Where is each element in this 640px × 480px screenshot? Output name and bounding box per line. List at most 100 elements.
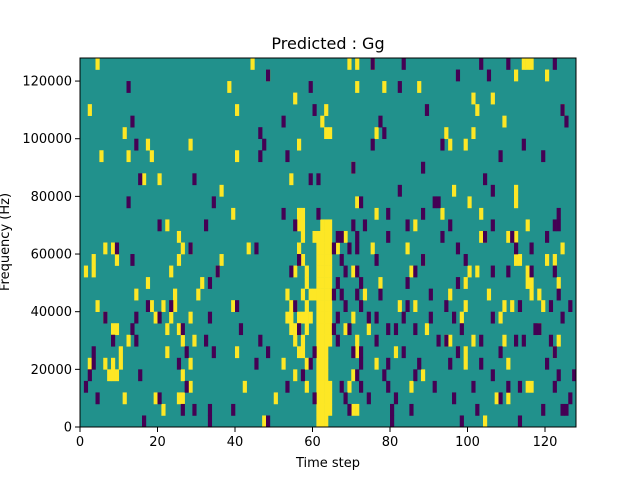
heatmap-cell-low xyxy=(506,380,511,393)
x-tick-label: 40 xyxy=(227,435,244,450)
heatmap-cell-low xyxy=(490,184,495,197)
heatmap-cell-low xyxy=(436,334,441,347)
heatmap-cell-high xyxy=(235,346,240,359)
y-tick-label: 120000 xyxy=(22,75,72,90)
heatmap-cell-low xyxy=(130,323,135,336)
heatmap-cell-high xyxy=(149,300,154,312)
heatmap-cell-high xyxy=(242,380,247,393)
heatmap-cell-low xyxy=(455,242,461,255)
heatmap-cell-low xyxy=(176,357,182,370)
heatmap-cell-low xyxy=(401,58,406,70)
heatmap-cell-low xyxy=(258,334,263,347)
heatmap-cell-low xyxy=(556,288,561,301)
heatmap-cell-high xyxy=(200,277,205,289)
heatmap-cell-high xyxy=(417,81,422,93)
heatmap-cell-high xyxy=(506,392,511,405)
heatmap-cell-high xyxy=(343,230,348,243)
heatmap-cell-high xyxy=(545,254,550,266)
heatmap-cell-low xyxy=(568,300,573,312)
heatmap-cell-high xyxy=(529,58,534,70)
heatmap-cell-high xyxy=(324,288,329,301)
heatmap-cell-high xyxy=(114,254,120,266)
heatmap-cell-high xyxy=(196,288,201,301)
heatmap-cell-high xyxy=(165,346,170,359)
heatmap-cell-low xyxy=(254,357,259,370)
heatmap-cell-low xyxy=(351,219,356,232)
heatmap-cell-high xyxy=(91,265,96,278)
heatmap-cell-low xyxy=(235,300,240,312)
heatmap-cell-high xyxy=(142,173,147,186)
heatmap-cell-high xyxy=(300,288,306,301)
heatmap-cell-high xyxy=(467,196,472,209)
heatmap-cell-high xyxy=(165,323,170,336)
heatmap-cell-high xyxy=(424,323,430,336)
heatmap-cell-high xyxy=(413,300,418,312)
heatmap-cell-high xyxy=(324,369,329,382)
heatmap-cell-low xyxy=(370,58,375,70)
heatmap-cell-low xyxy=(506,265,511,278)
heatmap-cell-low xyxy=(308,173,313,186)
heatmap-cell-high xyxy=(324,254,329,266)
heatmap-cell-low xyxy=(184,346,189,359)
heatmap-cell-high xyxy=(320,403,325,416)
heatmap-cell-high xyxy=(320,392,325,405)
heatmap-cell-high xyxy=(107,369,112,382)
heatmap-cell-high xyxy=(161,403,166,416)
heatmap-cell-low xyxy=(331,242,337,255)
heatmap-cell-high xyxy=(297,242,302,255)
heatmap-cell-high xyxy=(103,357,108,370)
heatmap-cell-low xyxy=(339,254,344,266)
heatmap-cell-high xyxy=(161,300,166,312)
heatmap-cell-low xyxy=(355,265,360,278)
y-tick-label: 40000 xyxy=(31,305,72,320)
heatmap-cell-high xyxy=(448,288,453,301)
heatmap-cell-high xyxy=(324,277,329,289)
x-tick-label: 0 xyxy=(76,435,84,450)
heatmap-cell-low xyxy=(258,150,263,163)
heatmap-cell-high xyxy=(246,242,251,255)
heatmap-cell-high xyxy=(324,380,329,393)
heatmap-cell-high xyxy=(281,357,286,370)
heatmap-cell-high xyxy=(541,300,546,312)
heatmap-cell-high xyxy=(502,115,507,128)
heatmap-cell-high xyxy=(304,323,309,336)
heatmap-cell-high xyxy=(328,230,333,243)
heatmap-cell-high xyxy=(316,230,321,243)
heatmap-cell-high xyxy=(320,115,325,128)
heatmap-cell-high xyxy=(355,403,360,416)
heatmap-cell-high xyxy=(192,334,197,347)
heatmap-cell-low xyxy=(498,392,503,405)
heatmap-cell-low xyxy=(452,311,457,324)
heatmap-cell-high xyxy=(405,242,410,255)
heatmap-cell-low xyxy=(560,104,565,116)
heatmap-cell-low xyxy=(355,242,360,255)
heatmap-cell-low xyxy=(432,380,437,393)
heatmap-cell-high xyxy=(324,415,329,428)
heatmap-cell-low xyxy=(483,173,488,186)
heatmap-cell-high xyxy=(320,219,325,232)
heatmap-cell-low xyxy=(413,265,418,278)
heatmap-cell-high xyxy=(324,219,329,232)
heatmap-cell-high xyxy=(324,357,329,370)
heatmap-cell-low xyxy=(207,311,213,324)
heatmap-cell-high xyxy=(165,219,170,232)
heatmap-cell-low xyxy=(297,323,302,336)
heatmap-cell-high xyxy=(463,357,468,370)
heatmap-cell-high xyxy=(231,300,236,312)
heatmap-cell-low xyxy=(359,277,364,289)
heatmap-cell-low xyxy=(382,127,387,140)
heatmap-cell-high xyxy=(99,150,104,163)
heatmap-cell-low xyxy=(556,219,561,232)
heatmap-cell-high xyxy=(180,334,185,347)
heatmap-cell-high xyxy=(328,392,333,405)
heatmap-cell-low xyxy=(393,323,399,336)
heatmap-cell-low xyxy=(192,173,197,186)
heatmap-cell-low xyxy=(359,380,364,393)
heatmap-cell-high xyxy=(297,311,302,324)
y-tick-label: 80000 xyxy=(31,190,72,205)
heatmap-cell-low xyxy=(517,380,523,393)
heatmap-cell-low xyxy=(316,173,321,186)
heatmap-cell-high xyxy=(320,242,325,255)
heatmap-cell-low xyxy=(355,369,360,382)
heatmap-cell-high xyxy=(378,277,383,289)
